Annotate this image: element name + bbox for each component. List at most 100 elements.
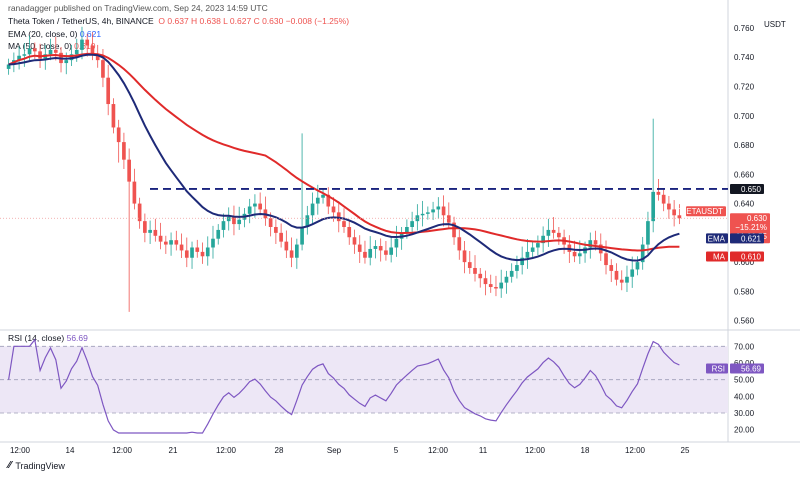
rsi-tag-badge-bg bbox=[706, 363, 728, 374]
candle-body bbox=[326, 194, 331, 207]
candle-body bbox=[546, 229, 551, 236]
rsi-legend[interactable]: RSI (14, close) 56.69 bbox=[8, 333, 88, 343]
candle-body bbox=[27, 48, 32, 55]
price-tick-label: 0.560 bbox=[734, 317, 755, 326]
ema-value-badge-text: 0.621 bbox=[741, 234, 762, 243]
candle-body bbox=[504, 276, 509, 283]
candle-body bbox=[625, 276, 629, 283]
candle-body bbox=[405, 227, 409, 233]
candle-body bbox=[394, 238, 399, 248]
candle-body bbox=[38, 51, 42, 59]
candle-body bbox=[289, 250, 294, 258]
ma-tag-badge-bg bbox=[706, 251, 728, 262]
candle-body bbox=[106, 77, 111, 105]
candle-body bbox=[473, 267, 477, 274]
ohlc-values: O 0.637 H 0.638 L 0.627 C 0.630 −0.008 (… bbox=[158, 16, 350, 26]
candle-body bbox=[310, 203, 315, 216]
candle-body bbox=[184, 250, 189, 258]
time-axis-label: 12:00 bbox=[216, 446, 237, 455]
rsi-value-badge-text: 56.69 bbox=[741, 365, 762, 374]
candle-body bbox=[352, 237, 357, 245]
candle-body bbox=[651, 191, 656, 222]
candle-body bbox=[74, 49, 79, 55]
ticker-badge-bg bbox=[686, 206, 726, 217]
time-axis-label: Sep bbox=[327, 446, 342, 455]
candle-body bbox=[467, 262, 472, 268]
candle-body bbox=[179, 244, 184, 251]
candle-body bbox=[321, 194, 325, 198]
candle-body bbox=[389, 247, 393, 255]
candle-body bbox=[305, 215, 310, 227]
candle-body bbox=[515, 265, 519, 271]
rsi-tick-label: 40.00 bbox=[734, 392, 755, 401]
candle-body bbox=[384, 250, 388, 255]
candle-body bbox=[232, 216, 236, 225]
candle-body bbox=[410, 221, 414, 227]
ma-tag-badge: MA bbox=[706, 251, 728, 261]
resistance-badge-text: 0.650 bbox=[741, 185, 762, 194]
time-axis-label: 11 bbox=[479, 446, 488, 455]
price-tick-label: 0.740 bbox=[734, 53, 755, 62]
candle-body bbox=[426, 212, 430, 214]
time-axis-label: 25 bbox=[681, 446, 690, 455]
candle-body bbox=[446, 215, 451, 223]
time-axis-label: 12:00 bbox=[525, 446, 546, 455]
candle-body bbox=[604, 253, 608, 266]
tradingview-logo-icon: ⁄⁄ bbox=[8, 460, 12, 471]
candle-body bbox=[17, 55, 21, 61]
candle-body bbox=[452, 222, 456, 238]
candle-body bbox=[22, 54, 27, 56]
candle-body bbox=[331, 206, 336, 213]
time-axis-label: 14 bbox=[66, 446, 75, 455]
ma-value-badge-text: 0.610 bbox=[741, 252, 762, 261]
ema-value-badge: 0.621 bbox=[730, 233, 764, 244]
ema-tag-badge: EMA bbox=[706, 233, 728, 244]
price-tick-label: 0.640 bbox=[734, 200, 755, 209]
candle-body bbox=[195, 247, 200, 252]
candle-body bbox=[357, 244, 362, 252]
rsi-tick-label: 70.00 bbox=[734, 342, 755, 351]
last-price-badge-text: −15.21% bbox=[735, 223, 767, 232]
price-tick-label: 0.580 bbox=[734, 287, 755, 296]
candle-body bbox=[237, 219, 242, 225]
candle-body bbox=[90, 45, 95, 55]
candle-body bbox=[284, 241, 289, 251]
candle-body bbox=[373, 246, 378, 249]
candle-body bbox=[158, 235, 163, 242]
candle-body bbox=[672, 209, 676, 216]
time-axis-label: 12:00 bbox=[112, 446, 133, 455]
candle-body bbox=[462, 250, 467, 263]
candle-body bbox=[661, 194, 666, 204]
candle-body bbox=[163, 241, 168, 245]
time-axis-label: 12:00 bbox=[625, 446, 646, 455]
candle-body bbox=[190, 247, 194, 258]
price-tick-label: 0.600 bbox=[734, 258, 755, 267]
ema-tag-badge-text: EMA bbox=[708, 234, 726, 243]
candle-body bbox=[378, 246, 383, 251]
tradingview-footer[interactable]: ⁄⁄ TradingView bbox=[8, 460, 65, 471]
ema-legend[interactable]: EMA (20, close, 0) 0.621 bbox=[8, 29, 102, 39]
candle-body bbox=[137, 203, 142, 222]
published-line: ranadagger published on TradingView.com,… bbox=[8, 3, 268, 13]
candle-body bbox=[630, 269, 635, 277]
ticker-badge: THETAUSDT bbox=[676, 206, 726, 217]
candle-body bbox=[614, 270, 619, 280]
candle-body bbox=[132, 181, 137, 204]
time-axis-label: 28 bbox=[275, 446, 284, 455]
candle-body bbox=[174, 240, 179, 245]
candle-body bbox=[342, 221, 346, 227]
candle-body bbox=[169, 240, 173, 245]
candle-body bbox=[609, 265, 614, 271]
ma50-line bbox=[8, 52, 680, 252]
candle-body bbox=[48, 49, 53, 55]
rsi-value-badge: 56.69 bbox=[730, 363, 764, 374]
candle-body bbox=[122, 142, 126, 160]
candle-body bbox=[593, 240, 598, 245]
candle-body bbox=[656, 191, 661, 195]
ma-value-badge-bg bbox=[730, 251, 764, 262]
price-tick-label: 0.680 bbox=[734, 141, 755, 150]
candle-body bbox=[336, 212, 341, 222]
ticker-badge-text: THETAUSDT bbox=[676, 207, 724, 216]
candle-body bbox=[347, 227, 352, 238]
